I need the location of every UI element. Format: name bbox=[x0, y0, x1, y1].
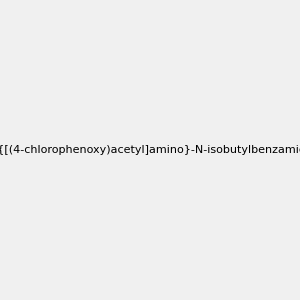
Text: 2-{[(4-chlorophenoxy)acetyl]amino}-N-isobutylbenzamide: 2-{[(4-chlorophenoxy)acetyl]amino}-N-iso… bbox=[0, 145, 300, 155]
